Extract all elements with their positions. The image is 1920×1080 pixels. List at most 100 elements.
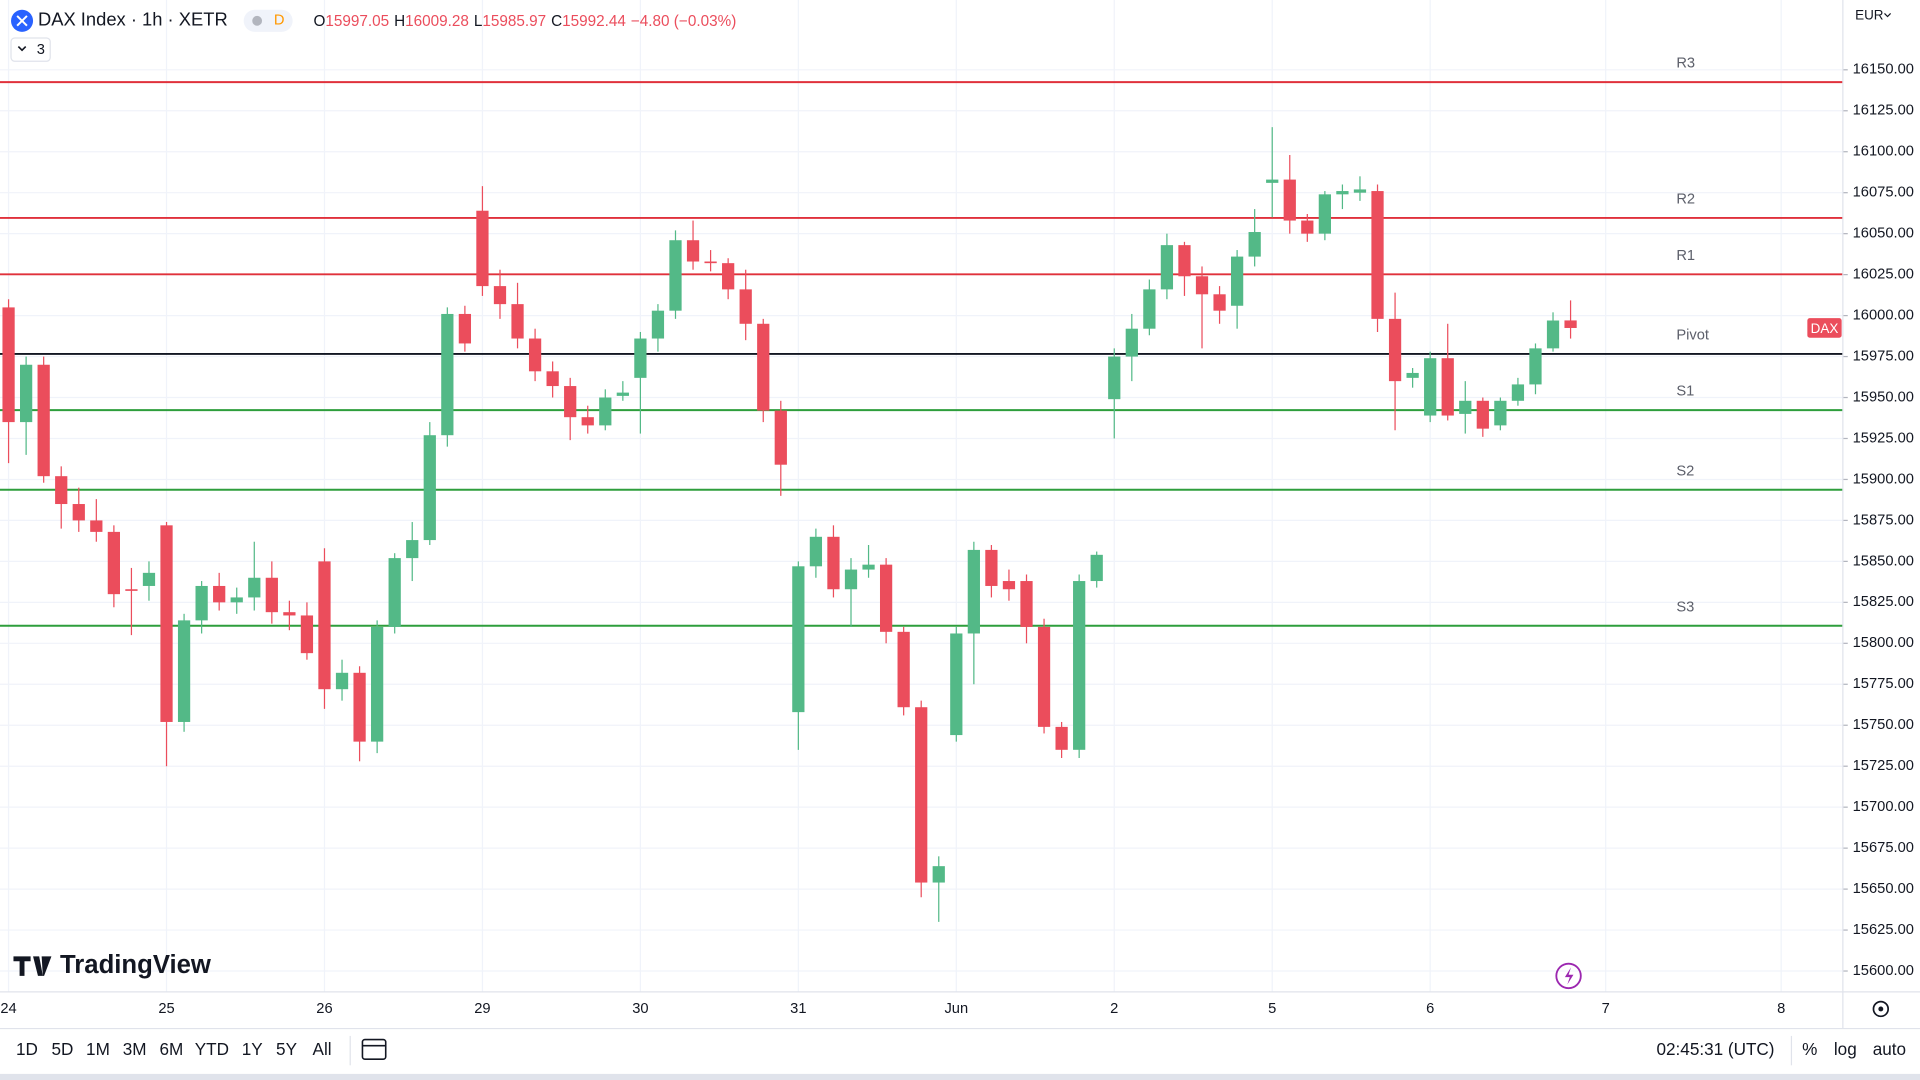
range-button[interactable]: YTD xyxy=(195,1039,229,1059)
range-button[interactable]: 3M xyxy=(123,1039,147,1059)
currency-chevron xyxy=(1884,13,1892,18)
lightning-button[interactable] xyxy=(1555,962,1582,990)
indicator-toggle[interactable] xyxy=(10,37,51,62)
y-tick-label: 15600.00 xyxy=(1853,963,1914,979)
x-tick-label: 5 xyxy=(1268,1001,1276,1017)
range-button[interactable]: 6M xyxy=(160,1039,184,1059)
date-range-button[interactable] xyxy=(361,1038,387,1060)
candle-body xyxy=(634,338,647,378)
candle-body xyxy=(335,672,349,690)
range-button[interactable]: 1Y xyxy=(242,1039,264,1059)
candle-body xyxy=(493,286,507,305)
badge-dot xyxy=(252,15,263,26)
candle-body xyxy=(1511,384,1525,401)
x-tick-label: 2 xyxy=(1110,1001,1118,1017)
symbol-title[interactable]: DAX Index · 1h · XETR xyxy=(38,9,228,30)
plot: R3 R2 R1 Pivot S1 S2 S3 xyxy=(0,56,1843,922)
level-label: R2 xyxy=(1676,191,1695,207)
level-label: R1 xyxy=(1676,248,1695,264)
currency[interactable]: EUR xyxy=(1855,7,1884,22)
range-button[interactable]: All xyxy=(313,1039,332,1059)
candle-body xyxy=(1441,358,1454,416)
range-button[interactable]: 5D xyxy=(51,1039,73,1059)
candle-body xyxy=(511,304,524,339)
candle-body xyxy=(90,520,103,532)
candle-body xyxy=(406,540,419,559)
candle-body xyxy=(1055,726,1068,750)
candle-body xyxy=(353,672,366,742)
x-tick-label: 29 xyxy=(474,1001,490,1017)
x-tick-label: 26 xyxy=(316,1001,332,1017)
candle-body xyxy=(423,435,436,541)
candle-body xyxy=(792,566,805,713)
y-tick-label: 15900.00 xyxy=(1853,471,1914,487)
candle-body xyxy=(1108,356,1121,400)
candle-body xyxy=(827,536,840,590)
candle-body xyxy=(72,504,85,521)
candle-body xyxy=(897,631,910,708)
y-tick-label: 16000.00 xyxy=(1853,307,1914,323)
range-button[interactable]: 5Y xyxy=(276,1039,298,1059)
candle-body xyxy=(599,397,612,426)
candle-body xyxy=(125,589,138,591)
candle-body xyxy=(651,310,665,339)
candle-body xyxy=(1301,220,1314,234)
level-label: S2 xyxy=(1676,463,1694,479)
y-tick-label: 16075.00 xyxy=(1853,185,1914,201)
candle-body xyxy=(160,525,173,722)
candle-body xyxy=(1494,400,1507,426)
candle-body xyxy=(1125,328,1138,357)
scale-option[interactable]: log xyxy=(1834,1039,1857,1059)
candle-body xyxy=(1371,191,1384,319)
candle-body xyxy=(1178,245,1191,277)
candle-body xyxy=(371,626,384,742)
x-tick-label: 31 xyxy=(790,1001,806,1017)
candle-body xyxy=(1283,179,1296,221)
y-tick-label: 15700.00 xyxy=(1853,799,1914,815)
y-tick-label: 15625.00 xyxy=(1853,922,1914,938)
candle-body xyxy=(1160,245,1174,290)
candle-body xyxy=(704,261,717,264)
candle-body xyxy=(1459,400,1472,414)
candle-body xyxy=(1002,581,1016,590)
x-tick-label: Jun xyxy=(944,1001,968,1017)
candle-body xyxy=(1476,400,1489,429)
candle-body xyxy=(248,577,261,598)
y-tick-label: 15875.00 xyxy=(1853,512,1914,528)
candle-body xyxy=(757,323,770,411)
range-button[interactable]: 1D xyxy=(16,1039,38,1059)
candle-body xyxy=(950,633,963,736)
candle-body xyxy=(1266,179,1279,183)
scale-option[interactable]: auto xyxy=(1873,1039,1906,1059)
candle-body xyxy=(1406,372,1419,378)
candle-body xyxy=(985,549,998,586)
candle-body xyxy=(318,561,331,690)
settings-button[interactable] xyxy=(1872,1000,1890,1018)
scale-option[interactable]: % xyxy=(1802,1039,1817,1059)
candle-body xyxy=(1529,348,1542,385)
candle-body xyxy=(564,386,577,418)
candle-body xyxy=(1388,318,1402,382)
y-tick-label: 16125.00 xyxy=(1853,103,1914,119)
y-tick-label: 16100.00 xyxy=(1853,144,1914,160)
candle-body xyxy=(177,620,191,722)
candle-body xyxy=(879,564,893,632)
lightning-icon xyxy=(1564,967,1574,985)
y-tick-label: 15950.00 xyxy=(1853,389,1914,405)
candle-body xyxy=(546,371,559,387)
candle-body xyxy=(1020,581,1033,627)
clock: 02:45:31 (UTC) xyxy=(1656,1039,1774,1059)
range-button[interactable]: 1M xyxy=(86,1039,110,1059)
candle-body xyxy=(1564,320,1577,328)
ohlc-key: L xyxy=(474,13,483,30)
candle-body xyxy=(55,476,68,505)
logo-text: TradingView xyxy=(60,951,212,979)
candle-body xyxy=(722,263,735,290)
candle-body xyxy=(300,615,314,654)
candle-body xyxy=(1143,289,1156,329)
price-tag: DAX xyxy=(1811,321,1839,336)
candle-body xyxy=(616,392,629,396)
candle-body xyxy=(669,240,682,311)
